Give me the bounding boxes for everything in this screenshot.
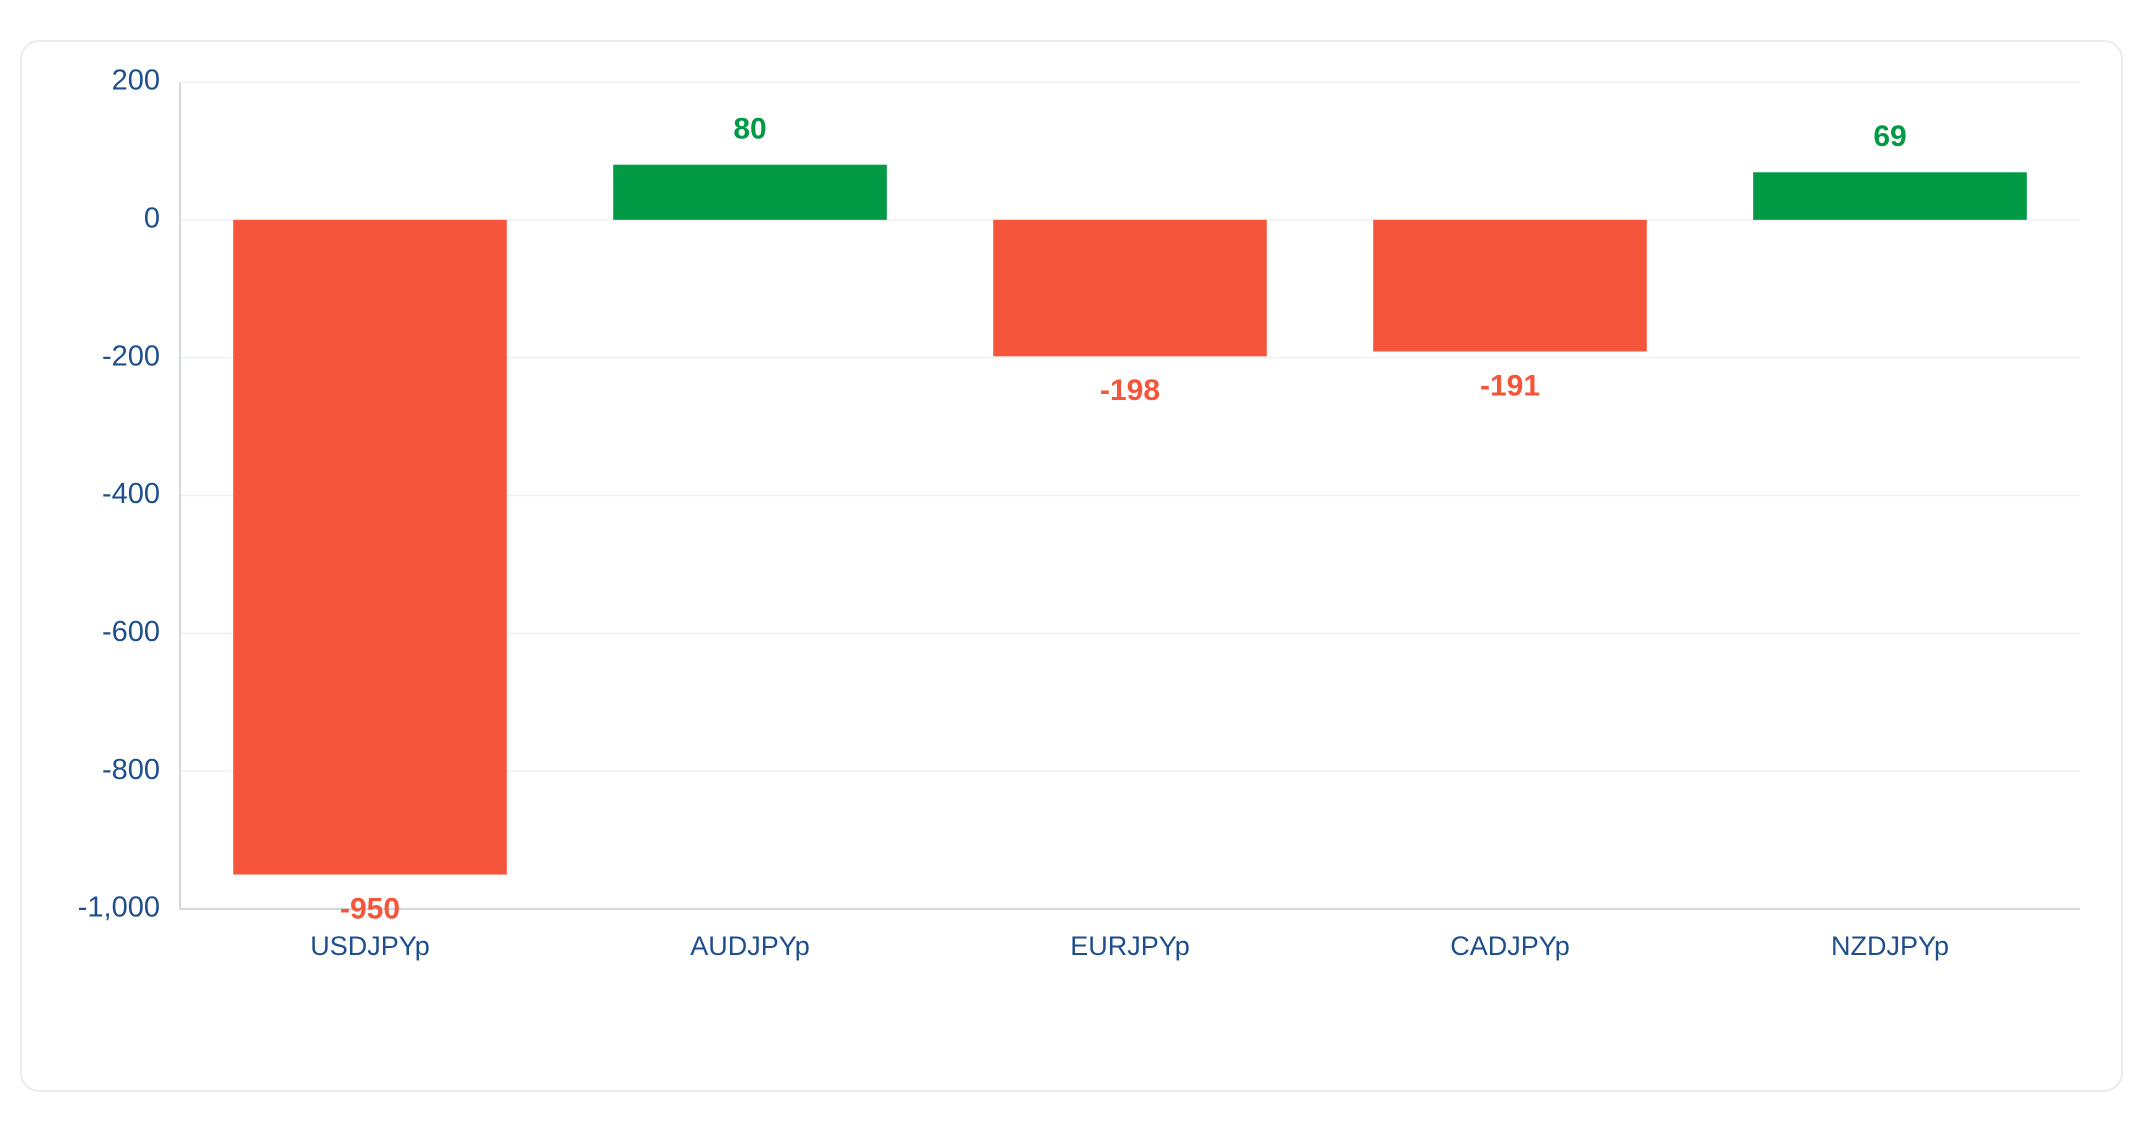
value-label: -191 [1480,369,1540,402]
y-tick-label: 200 [112,65,160,97]
bar [233,219,507,875]
y-tick-label: -1,000 [78,892,160,924]
x-tick-label: NZDJPYp [1831,931,1949,961]
value-label: -198 [1100,374,1160,407]
y-tick-label: -600 [102,616,160,648]
x-tick-label: AUDJPYp [690,931,810,961]
bar [613,164,887,220]
bar [1753,172,2027,220]
value-label: 69 [1873,120,1906,153]
x-tick-label: EURJPYp [1070,931,1190,961]
y-tick-label: -400 [102,478,160,510]
value-label: -950 [340,892,400,925]
bar [993,219,1267,357]
y-tick-label: 0 [144,202,160,234]
value-label: 80 [733,113,766,146]
x-tick-label: USDJPYp [310,931,430,961]
bar [1373,219,1647,352]
y-tick-label: -200 [102,340,160,372]
y-tick-label: -800 [102,754,160,786]
x-tick-label: CADJPYp [1450,931,1570,961]
